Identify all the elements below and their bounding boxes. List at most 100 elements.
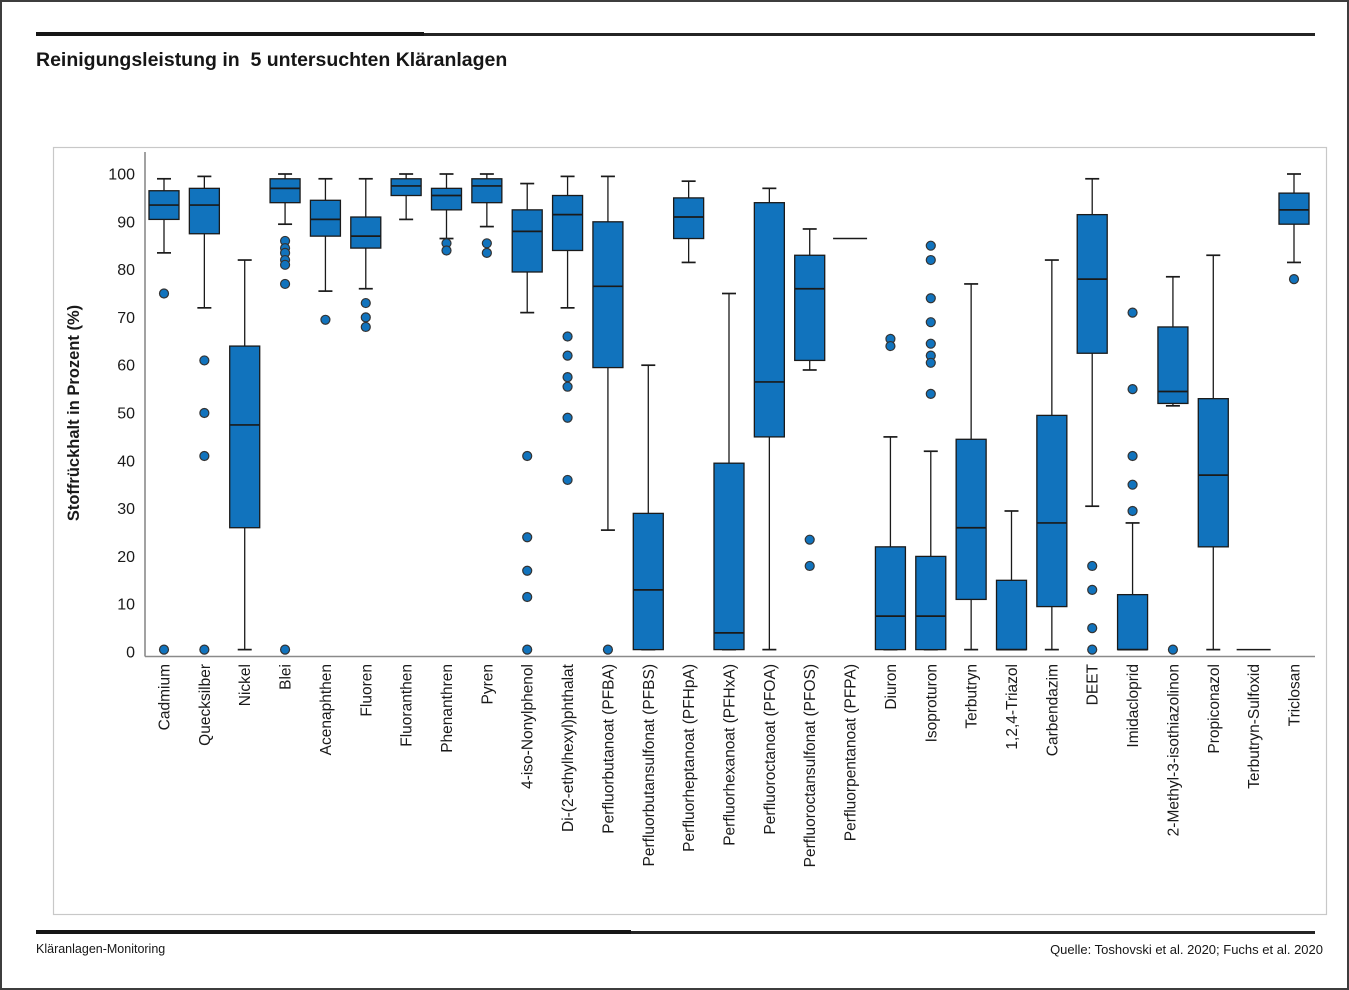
x-category-label: Nickel [237,664,254,706]
box-nickel: Nickel [229,259,261,706]
outlier-point [522,450,533,462]
iqr-box [995,579,1028,651]
box-perfluorbutansulfonat-pfbs: Perfluorbutansulfonat (PFBS) [632,364,664,866]
box-deet: DEET [1076,177,1108,705]
outlier-point [279,259,291,270]
x-category-label: Quecksilber [197,664,214,746]
box-2-methyl-3-isothiazolinon: 2-Methyl-3-isothiazolinon [1157,275,1189,836]
box-propiconazol: Propiconazol [1197,254,1229,754]
x-category-label: Perfluoroctansulfonat (PFOS) [802,664,819,867]
x-category-label: Cadmium [157,664,174,730]
iqr-box [874,546,907,651]
outlier-point [1127,450,1138,462]
x-category-label: 4-iso-Nonylphenol [520,664,537,789]
y-tick-label: 90 [117,214,135,231]
box-perfluorheptanoat-pfhpa: Perfluorheptanoat (PFHpA) [672,180,705,852]
bottom-rule [36,930,1315,934]
outlier-point [279,644,291,655]
outlier-point [522,644,533,655]
iqr-box [551,194,584,252]
iqr-box [430,187,463,211]
y-tick-label: 50 [117,406,135,423]
x-category-label: Perfluorpentanoat (PFPA) [843,664,860,841]
y-tick-label: 40 [117,453,135,470]
x-category-label: Isoproturon [923,664,940,742]
outlier-point [1087,584,1098,595]
iqr-box [753,202,786,438]
iqr-box [955,438,987,601]
outlier-point [199,407,210,419]
iqr-box [511,209,543,273]
outlier-point [522,591,533,603]
plot-panel-border [52,146,1328,916]
x-category-label: Blei [278,664,295,690]
iqr-box [794,254,826,362]
y-tick-label: 10 [117,597,135,614]
outlier-point [158,644,170,655]
outlier-point [1127,384,1138,395]
outlier-point [925,357,936,368]
outlier-point [562,412,573,423]
outlier-point [279,278,291,290]
box-triclosan: Triclosan [1278,173,1310,726]
y-tick-label: 70 [117,310,135,327]
bottom-rule-thick-segment [36,930,631,934]
outlier-point [602,644,614,655]
box-cadmium: Cadmium [148,177,180,730]
x-category-label: Diuron [883,664,900,710]
outlier-point [481,247,492,258]
box-pyren: Pyren [471,173,503,705]
x-category-label: Perfluorhexanoat (PFHxA) [721,664,738,846]
box-quecksilber: Quecksilber [188,175,221,746]
iqr-box [309,199,342,237]
outlier-point [1127,479,1138,490]
y-tick-label: 80 [117,262,135,279]
outlier-point [199,450,210,462]
x-category-label: Fluoren [358,664,375,717]
outlier-point [360,321,371,333]
box-terbutryn-sulfoxid: Terbutryn-Sulfoxid [1236,648,1271,789]
box-di-2-ethylhexyl-phthalat: Di-(2-ethylhexyl)phthalat [551,175,584,832]
outlier-point [562,331,573,342]
top-rule [36,32,1315,36]
box-imidacloprid: Imidacloprid [1116,307,1149,748]
outlier-point [1167,644,1179,655]
iqr-box [632,512,664,651]
box-fluoranthen: Fluoranthen [390,173,422,747]
iqr-box [1076,213,1108,354]
outlier-point [925,240,936,251]
source-citation: Quelle: Toshovski et al. 2020; Fuchs et … [1050,942,1323,957]
outlier-point [925,317,936,328]
x-category-label: Perfluorbutanoat (PFBA) [600,664,617,834]
iqr-box [1036,414,1068,608]
outlier-point [320,314,331,325]
iqr-box [269,178,301,204]
box-acenaphthen: Acenaphthen [309,177,342,755]
iqr-box [1116,593,1149,651]
x-category-label: Propiconazol [1206,664,1223,754]
box-isoproturon: Isoproturon [915,240,947,742]
page-title: Reinigungsleistung in 5 untersuchten Klä… [36,49,508,71]
outlier-point [562,474,573,486]
outlier-point [522,532,533,543]
box-perfluoroctansulfonat-pfos: Perfluoroctansulfonat (PFOS) [794,228,826,867]
box-carbendazim: Carbendazim [1036,259,1068,756]
iqr-box [915,555,947,651]
x-category-label: 2-Methyl-3-isothiazolinon [1165,664,1182,836]
outlier-point [199,644,210,655]
y-tick-label: 30 [117,501,135,518]
iqr-box [229,345,261,529]
x-category-label: Imidacloprid [1125,664,1142,748]
box-perfluorpentanoat-pfpa: Perfluorpentanoat (PFPA) [833,237,868,841]
box-4-iso-nonylphenol: 4-iso-Nonylphenol [511,182,543,789]
outlier-point [925,338,936,349]
x-category-label: Terbutryn [964,664,981,729]
outlier-point [1087,644,1098,655]
iqr-box [390,178,422,197]
outlier-point [522,565,533,576]
iqr-box [592,221,624,369]
outlier-point [925,293,936,304]
box-terbutryn: Terbutryn [955,283,987,729]
iqr-box [1197,398,1229,548]
